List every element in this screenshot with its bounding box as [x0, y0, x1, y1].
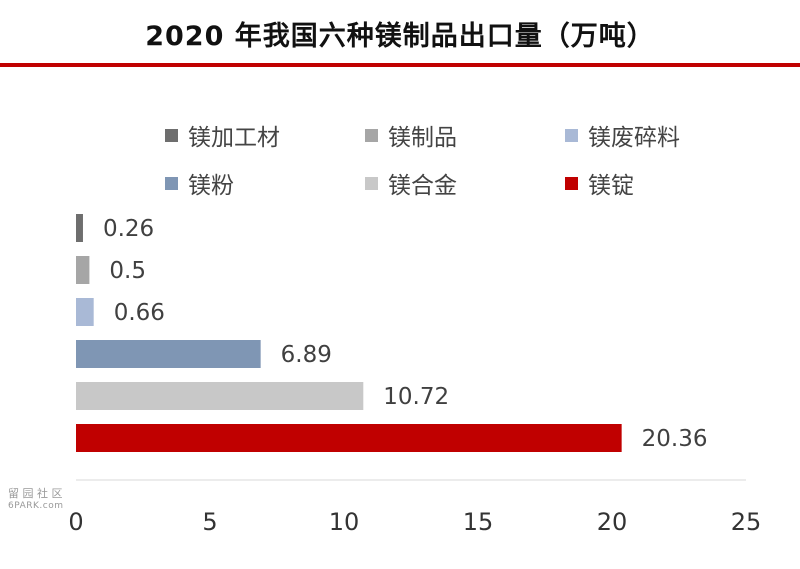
bar-value-label: 0.5	[109, 258, 146, 284]
bar-value-label: 0.26	[103, 216, 154, 242]
x-tick-label: 25	[731, 508, 762, 536]
chart-legend: 镁加工材 镁制品 镁废碎料镁粉 镁合金 镁锭	[165, 118, 785, 200]
legend-item: 镁加工材	[165, 118, 365, 152]
x-tick-label: 10	[329, 508, 360, 536]
legend-label: 镁废碎料	[588, 125, 680, 151]
legend-label: 镁锭	[588, 173, 634, 199]
bar-value-label: 6.89	[281, 342, 332, 368]
watermark-line2: 6PARK.com	[8, 501, 64, 511]
x-tick-label: 5	[202, 508, 217, 536]
legend-item: 镁废碎料	[565, 118, 765, 152]
legend-swatch	[565, 128, 578, 142]
bar	[76, 256, 90, 284]
bar	[76, 214, 83, 242]
x-tick-label: 15	[463, 508, 494, 536]
bar-value-label: 0.66	[114, 300, 165, 326]
chart-title: 2020 年我国六种镁制品出口量（万吨）	[145, 21, 655, 52]
bar	[76, 382, 364, 410]
bar	[76, 298, 94, 326]
bar-value-label: 20.36	[642, 426, 708, 452]
title-divider	[0, 63, 800, 67]
legend-swatch	[165, 176, 178, 190]
bar	[76, 424, 622, 452]
legend-item: 镁粉	[165, 166, 365, 200]
x-tick-label: 20	[597, 508, 628, 536]
legend-label: 镁加工材	[188, 125, 280, 151]
legend-swatch	[165, 128, 178, 142]
legend-swatch	[365, 176, 378, 190]
legend-item: 镁合金	[365, 166, 565, 200]
legend-label: 镁合金	[388, 173, 457, 199]
bar-value-label: 10.72	[383, 384, 449, 410]
legend-swatch	[565, 176, 578, 190]
legend-label: 镁制品	[388, 125, 457, 151]
legend-item: 镁制品	[365, 118, 565, 152]
legend-swatch	[365, 128, 378, 142]
legend-label: 镁粉	[188, 173, 234, 199]
watermark-line1: 留 园 社 区	[8, 487, 63, 500]
x-tick-label: 0	[68, 508, 83, 536]
legend-item: 镁锭	[565, 166, 765, 200]
bar	[76, 340, 261, 368]
watermark: 留 园 社 区 6PARK.com	[8, 487, 63, 513]
